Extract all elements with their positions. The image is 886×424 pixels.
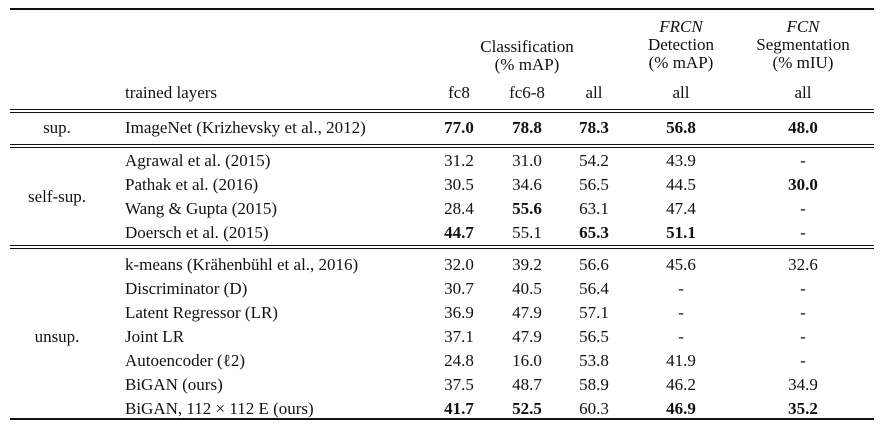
selfsup-rule — [10, 245, 874, 246]
value-det: 51.1 — [666, 223, 696, 242]
segmentation-header: FCN Segmentation (% mIU) — [756, 17, 850, 72]
col-all-seg: all — [794, 83, 812, 102]
value-all: 65.3 — [579, 223, 609, 242]
value-all: 56.4 — [579, 279, 609, 298]
value-det: - — [678, 327, 684, 346]
col-all-cls: all — [585, 83, 603, 102]
value-fc6-8: 52.5 — [512, 399, 542, 418]
value-fc8: 30.7 — [444, 279, 474, 298]
method-name: Discriminator (D) — [125, 279, 248, 298]
value-seg: 30.0 — [788, 175, 818, 194]
value-fc8: 37.5 — [444, 375, 474, 394]
value-fc6-8: 47.9 — [512, 303, 542, 322]
sup-rule-2 — [10, 147, 874, 148]
header-rule-2 — [10, 112, 874, 113]
bottom-rule — [10, 418, 874, 420]
group-label: unsup. — [34, 327, 80, 346]
value-seg: 32.6 — [788, 255, 818, 274]
method-name: ImageNet (Krizhevsky et al., 2012) — [125, 118, 366, 137]
value-fc6-8: 31.0 — [512, 151, 542, 170]
value-fc8: 77.0 — [444, 118, 474, 137]
method-name: Doersch et al. (2015) — [125, 223, 269, 242]
value-fc8: 30.5 — [444, 175, 474, 194]
selfsup-rule-2 — [10, 248, 874, 249]
value-all: 54.2 — [579, 151, 609, 170]
top-rule — [10, 8, 874, 10]
value-seg: 35.2 — [788, 399, 818, 418]
value-seg: - — [800, 151, 806, 170]
header-rule — [10, 109, 874, 110]
value-all: 60.3 — [579, 399, 609, 418]
value-fc6-8: 48.7 — [512, 375, 542, 394]
value-all: 63.1 — [579, 199, 609, 218]
method-name: BiGAN (ours) — [125, 375, 223, 394]
method-name: Autoencoder (ℓ2) — [125, 351, 246, 370]
value-all: 56.5 — [579, 327, 609, 346]
value-all: 78.3 — [579, 118, 609, 137]
value-all: 57.1 — [579, 303, 609, 322]
value-fc6-8: 39.2 — [512, 255, 542, 274]
col-fc6-8: fc6-8 — [509, 83, 545, 102]
value-all: 58.9 — [579, 375, 609, 394]
value-seg: - — [800, 303, 806, 322]
value-det: 43.9 — [666, 151, 696, 170]
value-det: 56.8 — [666, 118, 696, 137]
method-name: k-means (Krähenbühl et al., 2016) — [125, 255, 359, 274]
value-fc8: 28.4 — [444, 199, 474, 218]
value-fc8: 41.7 — [444, 399, 474, 418]
value-det: 47.4 — [666, 199, 696, 218]
value-det: 46.2 — [666, 375, 696, 394]
value-fc6-8: 40.5 — [512, 279, 542, 298]
method-name: Agrawal et al. (2015) — [125, 151, 271, 170]
value-fc8: 31.2 — [444, 151, 474, 170]
value-seg: - — [800, 279, 806, 298]
col-all-det: all — [672, 83, 690, 102]
value-all: 56.6 — [579, 255, 609, 274]
group-label: self-sup. — [27, 187, 87, 206]
value-det: 44.5 — [666, 175, 696, 194]
value-det: 45.6 — [666, 255, 696, 274]
value-all: 53.8 — [579, 351, 609, 370]
detection-header: FRCN Detection (% mAP) — [647, 17, 715, 72]
col-fc8: fc8 — [448, 83, 470, 102]
value-fc8: 32.0 — [444, 255, 474, 274]
method-name: Pathak et al. (2016) — [125, 175, 259, 194]
value-seg: - — [800, 327, 806, 346]
value-fc6-8: 34.6 — [512, 175, 542, 194]
value-det: 41.9 — [666, 351, 696, 370]
value-seg: - — [800, 199, 806, 218]
value-seg: 48.0 — [788, 118, 818, 137]
trained-layers-label: trained layers — [125, 83, 218, 102]
method-name: BiGAN, 112 × 112 E (ours) — [125, 399, 314, 418]
method-name: Joint LR — [125, 327, 185, 346]
method-name: Latent Regressor (LR) — [125, 303, 278, 322]
value-all: 56.5 — [579, 175, 609, 194]
sup-rule — [10, 144, 874, 145]
method-name: Wang & Gupta (2015) — [125, 199, 278, 218]
value-seg: 34.9 — [788, 375, 818, 394]
value-fc8: 36.9 — [444, 303, 474, 322]
classification-header: Classification (% mAP) — [480, 37, 574, 74]
value-fc8: 44.7 — [444, 223, 474, 242]
group-label: sup. — [43, 118, 71, 137]
value-det: 46.9 — [666, 399, 696, 418]
value-det: - — [678, 303, 684, 322]
value-seg: - — [800, 223, 806, 242]
value-fc6-8: 78.8 — [512, 118, 542, 137]
value-fc6-8: 55.1 — [512, 223, 542, 242]
value-fc6-8: 16.0 — [512, 351, 542, 370]
value-seg: - — [800, 351, 806, 370]
value-fc6-8: 47.9 — [512, 327, 542, 346]
value-fc8: 24.8 — [444, 351, 474, 370]
value-fc6-8: 55.6 — [512, 199, 542, 218]
value-det: - — [678, 279, 684, 298]
value-fc8: 37.1 — [444, 327, 474, 346]
